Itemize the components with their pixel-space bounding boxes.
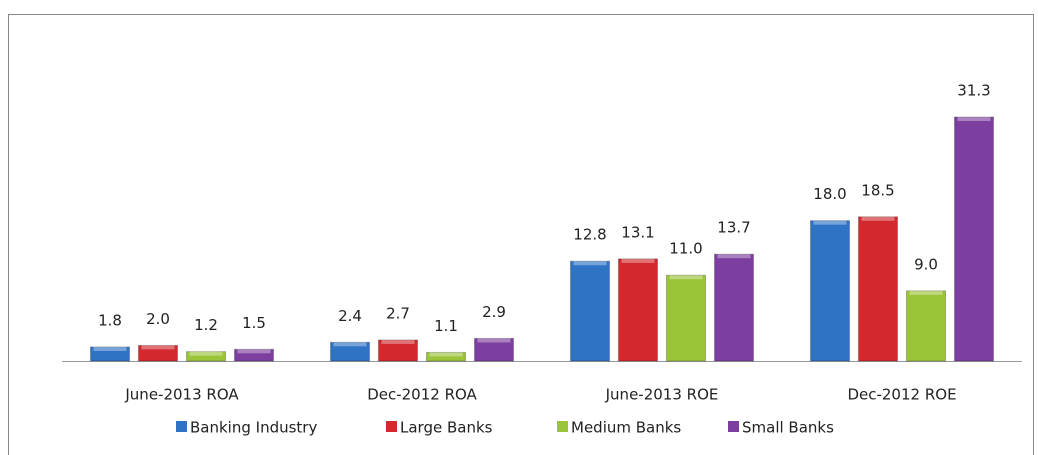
x-tick-label: June-2013 ROE <box>605 386 719 404</box>
bar-highlight <box>237 349 271 354</box>
bar <box>234 348 274 362</box>
bar <box>426 351 466 362</box>
legend-swatch <box>176 421 187 432</box>
bar-highlight <box>813 220 847 225</box>
bar <box>858 216 898 362</box>
data-label: 2.7 <box>386 304 410 322</box>
bar-highlight <box>141 345 175 350</box>
data-label: 2.9 <box>482 303 506 321</box>
bar-highlight <box>861 216 895 221</box>
bar-highlight <box>93 346 127 351</box>
bar <box>474 337 514 362</box>
bar <box>906 290 946 362</box>
bar <box>138 344 178 362</box>
data-label: 1.8 <box>98 311 122 329</box>
data-label: 12.8 <box>573 226 606 244</box>
bar <box>810 220 850 362</box>
bar-highlight <box>429 352 463 357</box>
legend-label: Banking Industry <box>190 419 317 437</box>
data-label: 18.5 <box>861 181 894 199</box>
bar <box>570 260 610 362</box>
legend-swatch <box>728 421 739 432</box>
bar-highlight <box>621 258 655 263</box>
data-label: 9.0 <box>914 255 938 273</box>
bar <box>90 346 130 362</box>
bar <box>714 253 754 362</box>
bar-highlight <box>189 351 223 356</box>
bar-highlight <box>477 338 511 343</box>
bar <box>330 341 370 362</box>
bar-highlight <box>573 261 607 266</box>
data-label: 2.0 <box>146 310 170 328</box>
legend-label: Large Banks <box>400 419 493 437</box>
data-label: 11.0 <box>669 240 702 258</box>
x-tick-label: Dec-2012 ROE <box>847 386 956 404</box>
legend-swatch <box>557 421 568 432</box>
data-label: 1.2 <box>194 316 218 334</box>
data-label: 13.1 <box>621 223 654 241</box>
data-label: 18.0 <box>813 185 846 203</box>
x-tick-label: June-2013 ROA <box>124 386 239 404</box>
legend-label: Medium Banks <box>571 419 681 437</box>
bar <box>186 351 226 362</box>
bar <box>666 274 706 362</box>
data-label: 1.5 <box>242 314 266 332</box>
bar-highlight <box>333 342 367 347</box>
bar-highlight <box>957 117 991 121</box>
data-label: 1.1 <box>434 317 458 335</box>
data-label: 13.7 <box>717 219 750 237</box>
x-tick-label: Dec-2012 ROA <box>367 386 477 404</box>
bar <box>378 339 418 362</box>
bar <box>954 116 994 362</box>
data-label: 31.3 <box>957 82 990 100</box>
bar-highlight <box>669 275 703 280</box>
legend-swatch <box>386 421 397 432</box>
bar-highlight <box>381 339 415 344</box>
bar <box>618 258 658 362</box>
data-label: 2.4 <box>338 307 362 325</box>
bar-highlight <box>717 254 751 259</box>
legend-label: Small Banks <box>742 419 834 437</box>
bar-highlight <box>909 290 943 295</box>
